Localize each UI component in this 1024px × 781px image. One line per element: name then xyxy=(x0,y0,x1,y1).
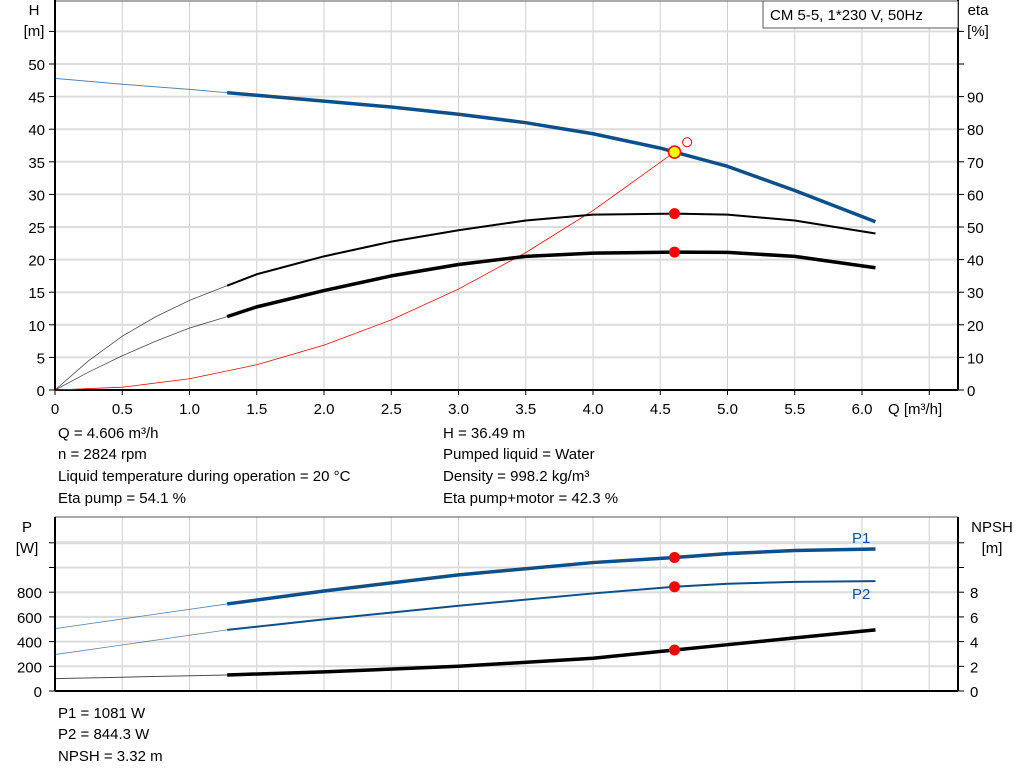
y-tick-label-right: 6 xyxy=(970,610,978,627)
eta-pump-motor-curve-line xyxy=(226,250,876,319)
y-tick-label-right: 70 xyxy=(967,155,984,172)
x-tick-label: 0 xyxy=(51,401,59,418)
y-axis-label-right-unit: [%] xyxy=(967,23,989,40)
p2-curve-line-extrapolated xyxy=(54,629,228,655)
p2-series-label: P2 xyxy=(852,586,870,603)
y-tick-label-right: 80 xyxy=(967,122,984,139)
y-tick-label-right: 40 xyxy=(967,253,984,270)
y-tick-label-left: 10 xyxy=(28,318,45,335)
info-npsh: NPSH = 3.32 m xyxy=(58,748,163,765)
y-tick-label-right: 4 xyxy=(970,635,978,652)
x-tick-label: 2.5 xyxy=(381,401,402,418)
npsh-curve-line-extrapolated xyxy=(54,674,228,680)
requested-point xyxy=(682,137,693,148)
y-tick-label-left: 30 xyxy=(28,187,45,204)
x-tick-label: 2.0 xyxy=(314,401,335,418)
p1-curve-line xyxy=(226,547,876,606)
info-h: H = 36.49 m xyxy=(443,425,526,442)
x-axis-label: Q [m³/h] xyxy=(888,401,942,418)
y-tick-label-left: 0 xyxy=(34,684,42,701)
y-tick-label-left: 800 xyxy=(17,585,42,602)
x-tick-label: 5.0 xyxy=(717,401,738,418)
y-tick-label-left: 0 xyxy=(37,383,45,400)
y-tick-label-right: 30 xyxy=(967,285,984,302)
eta-pump-duty-point xyxy=(669,208,681,220)
info-eta-pump: Eta pump = 54.1 % xyxy=(58,490,186,507)
info-density: Density = 998.2 kg/m³ xyxy=(443,468,590,485)
info-n: n = 2824 rpm xyxy=(58,446,147,463)
y-axis-label-right-unit: [m] xyxy=(982,540,1003,557)
duty-point xyxy=(667,145,682,159)
p1-curve-line-extrapolated xyxy=(54,603,228,630)
y-tick-label-left: 400 xyxy=(17,635,42,652)
y-tick-label-left: 200 xyxy=(17,659,42,676)
x-tick-label: 1.0 xyxy=(179,401,200,418)
x-tick-label: 3.0 xyxy=(448,401,469,418)
p2-curve-line xyxy=(227,580,876,631)
p1-duty-point xyxy=(669,551,681,563)
x-tick-label: 4.0 xyxy=(583,401,604,418)
x-tick-label: 6.0 xyxy=(852,401,873,418)
eta-pump-motor-curve-line-extrapolated xyxy=(54,316,228,391)
x-tick-label: 5.5 xyxy=(784,401,805,418)
p1-series-label: P1 xyxy=(852,530,870,547)
y-tick-label-right: 10 xyxy=(967,350,984,367)
y-tick-label-left: 35 xyxy=(28,155,45,172)
info-q: Q = 4.606 m³/h xyxy=(58,425,159,442)
y-tick-label-right: 50 xyxy=(967,220,984,237)
eta-pump-motor-duty-point xyxy=(669,246,681,258)
p2-duty-point xyxy=(669,581,681,593)
head-curve-line-extrapolated xyxy=(54,77,228,94)
x-tick-label: 0.5 xyxy=(112,401,133,418)
y-tick-label-right: 0 xyxy=(967,383,975,400)
y-tick-label-right: 8 xyxy=(970,585,978,602)
y-axis-label-left-unit: [m] xyxy=(24,23,45,40)
y-axis-label-left: P xyxy=(22,519,32,536)
legend-box xyxy=(762,0,959,29)
y-tick-label-right: 60 xyxy=(967,187,984,204)
y-axis-label-right: NPSH xyxy=(971,519,1013,536)
y-axis-label-right: eta xyxy=(968,2,990,19)
info-p1: P1 = 1081 W xyxy=(58,705,146,722)
x-tick-label: 1.5 xyxy=(246,401,267,418)
y-tick-label-left: 50 xyxy=(28,57,45,74)
y-tick-label-right: 20 xyxy=(967,318,984,335)
x-tick-label: 3.5 xyxy=(515,401,536,418)
y-tick-label-left: 15 xyxy=(28,285,45,302)
y-tick-label-left: 45 xyxy=(28,90,45,107)
info-liquid: Pumped liquid = Water xyxy=(443,446,595,463)
system-curve-line xyxy=(54,151,675,391)
y-tick-label-right: 90 xyxy=(967,90,984,107)
npsh-duty-point xyxy=(669,644,681,656)
y-tick-label-left: 5 xyxy=(37,350,45,367)
y-axis-label-left: H xyxy=(29,2,40,19)
info-eta-pump-motor: Eta pump+motor = 42.3 % xyxy=(443,490,619,507)
info-temp: Liquid temperature during operation = 20… xyxy=(58,468,351,485)
info-p2: P2 = 844.3 W xyxy=(58,726,150,743)
y-tick-label-left: 600 xyxy=(17,610,42,627)
y-tick-label-right: 2 xyxy=(970,659,978,676)
y-tick-label-left: 20 xyxy=(28,253,45,270)
x-tick-label: 4.5 xyxy=(650,401,671,418)
head-curve-line xyxy=(227,90,877,224)
y-tick-label-right: 0 xyxy=(970,684,978,701)
eta-pump-curve-line-extrapolated xyxy=(54,285,228,391)
y-axis-label-left-unit: [W] xyxy=(16,540,39,557)
npsh-curve-line xyxy=(227,628,876,677)
y-tick-label-left: 40 xyxy=(28,122,45,139)
y-tick-label-left: 25 xyxy=(28,220,45,237)
chart-title: CM 5-5, 1*230 V, 50Hz xyxy=(770,7,923,24)
eta-pump-curve-line xyxy=(226,212,876,287)
